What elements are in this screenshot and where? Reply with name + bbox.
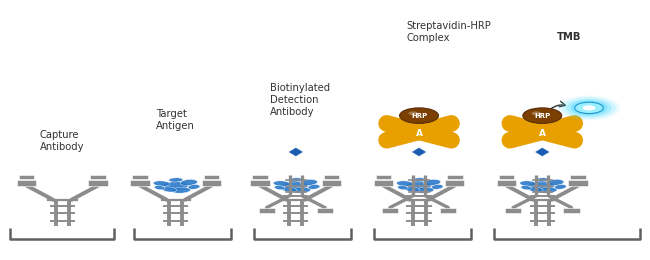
Ellipse shape [282,187,296,192]
Ellipse shape [538,187,557,193]
Ellipse shape [535,178,549,182]
Ellipse shape [164,182,188,190]
Text: Capture
Antibody: Capture Antibody [40,130,84,152]
Ellipse shape [283,182,308,190]
Ellipse shape [396,181,413,186]
Ellipse shape [188,185,200,189]
Circle shape [408,111,418,115]
Ellipse shape [423,179,441,186]
Ellipse shape [398,186,408,190]
FancyBboxPatch shape [374,180,393,186]
FancyBboxPatch shape [322,180,341,186]
Ellipse shape [180,179,198,186]
Text: HRP: HRP [411,113,427,119]
Ellipse shape [162,187,177,192]
Circle shape [575,102,603,114]
Ellipse shape [153,181,170,186]
Ellipse shape [308,185,320,189]
FancyBboxPatch shape [505,207,521,213]
Ellipse shape [530,182,554,190]
Text: Target
Antigen: Target Antigen [157,109,195,131]
Ellipse shape [554,185,566,189]
Ellipse shape [432,185,443,189]
Circle shape [532,111,541,115]
FancyBboxPatch shape [568,180,588,186]
FancyBboxPatch shape [570,175,586,179]
Text: TMB: TMB [557,32,582,42]
Ellipse shape [169,178,183,182]
FancyBboxPatch shape [203,175,219,179]
FancyBboxPatch shape [447,175,463,179]
Circle shape [571,101,607,115]
Text: Streptavidin-HRP
Complex: Streptavidin-HRP Complex [406,21,491,43]
Ellipse shape [273,181,290,186]
FancyBboxPatch shape [252,175,268,179]
Ellipse shape [415,187,434,193]
FancyBboxPatch shape [202,180,221,186]
FancyBboxPatch shape [324,175,339,179]
Ellipse shape [407,182,432,190]
FancyBboxPatch shape [497,180,516,186]
Circle shape [582,105,595,110]
Ellipse shape [291,187,311,193]
Circle shape [558,95,620,120]
Circle shape [523,108,562,123]
Ellipse shape [528,187,543,192]
Circle shape [400,108,439,123]
Circle shape [566,99,612,117]
Ellipse shape [405,187,420,192]
Ellipse shape [289,178,303,182]
Circle shape [562,97,616,119]
FancyBboxPatch shape [250,180,270,186]
FancyBboxPatch shape [133,175,148,179]
Ellipse shape [274,186,285,190]
FancyBboxPatch shape [259,207,275,213]
Text: A: A [539,129,546,138]
FancyBboxPatch shape [440,207,456,213]
FancyBboxPatch shape [88,180,108,186]
FancyBboxPatch shape [131,180,150,186]
Ellipse shape [172,187,190,193]
Text: A: A [415,129,423,138]
FancyBboxPatch shape [90,175,106,179]
Text: HRP: HRP [534,113,551,119]
FancyBboxPatch shape [317,207,333,213]
Polygon shape [534,147,550,157]
FancyBboxPatch shape [382,207,398,213]
FancyBboxPatch shape [17,180,36,186]
Ellipse shape [521,186,531,190]
FancyBboxPatch shape [499,175,514,179]
Text: Biotinylated
Detection
Antibody: Biotinylated Detection Antibody [270,83,330,117]
FancyBboxPatch shape [376,175,391,179]
FancyBboxPatch shape [564,207,580,213]
Polygon shape [288,147,304,157]
Ellipse shape [300,179,317,186]
Ellipse shape [520,181,536,186]
Ellipse shape [547,179,564,186]
Ellipse shape [154,186,165,190]
Ellipse shape [412,178,426,182]
FancyBboxPatch shape [19,175,34,179]
FancyBboxPatch shape [445,180,465,186]
Polygon shape [411,147,427,157]
